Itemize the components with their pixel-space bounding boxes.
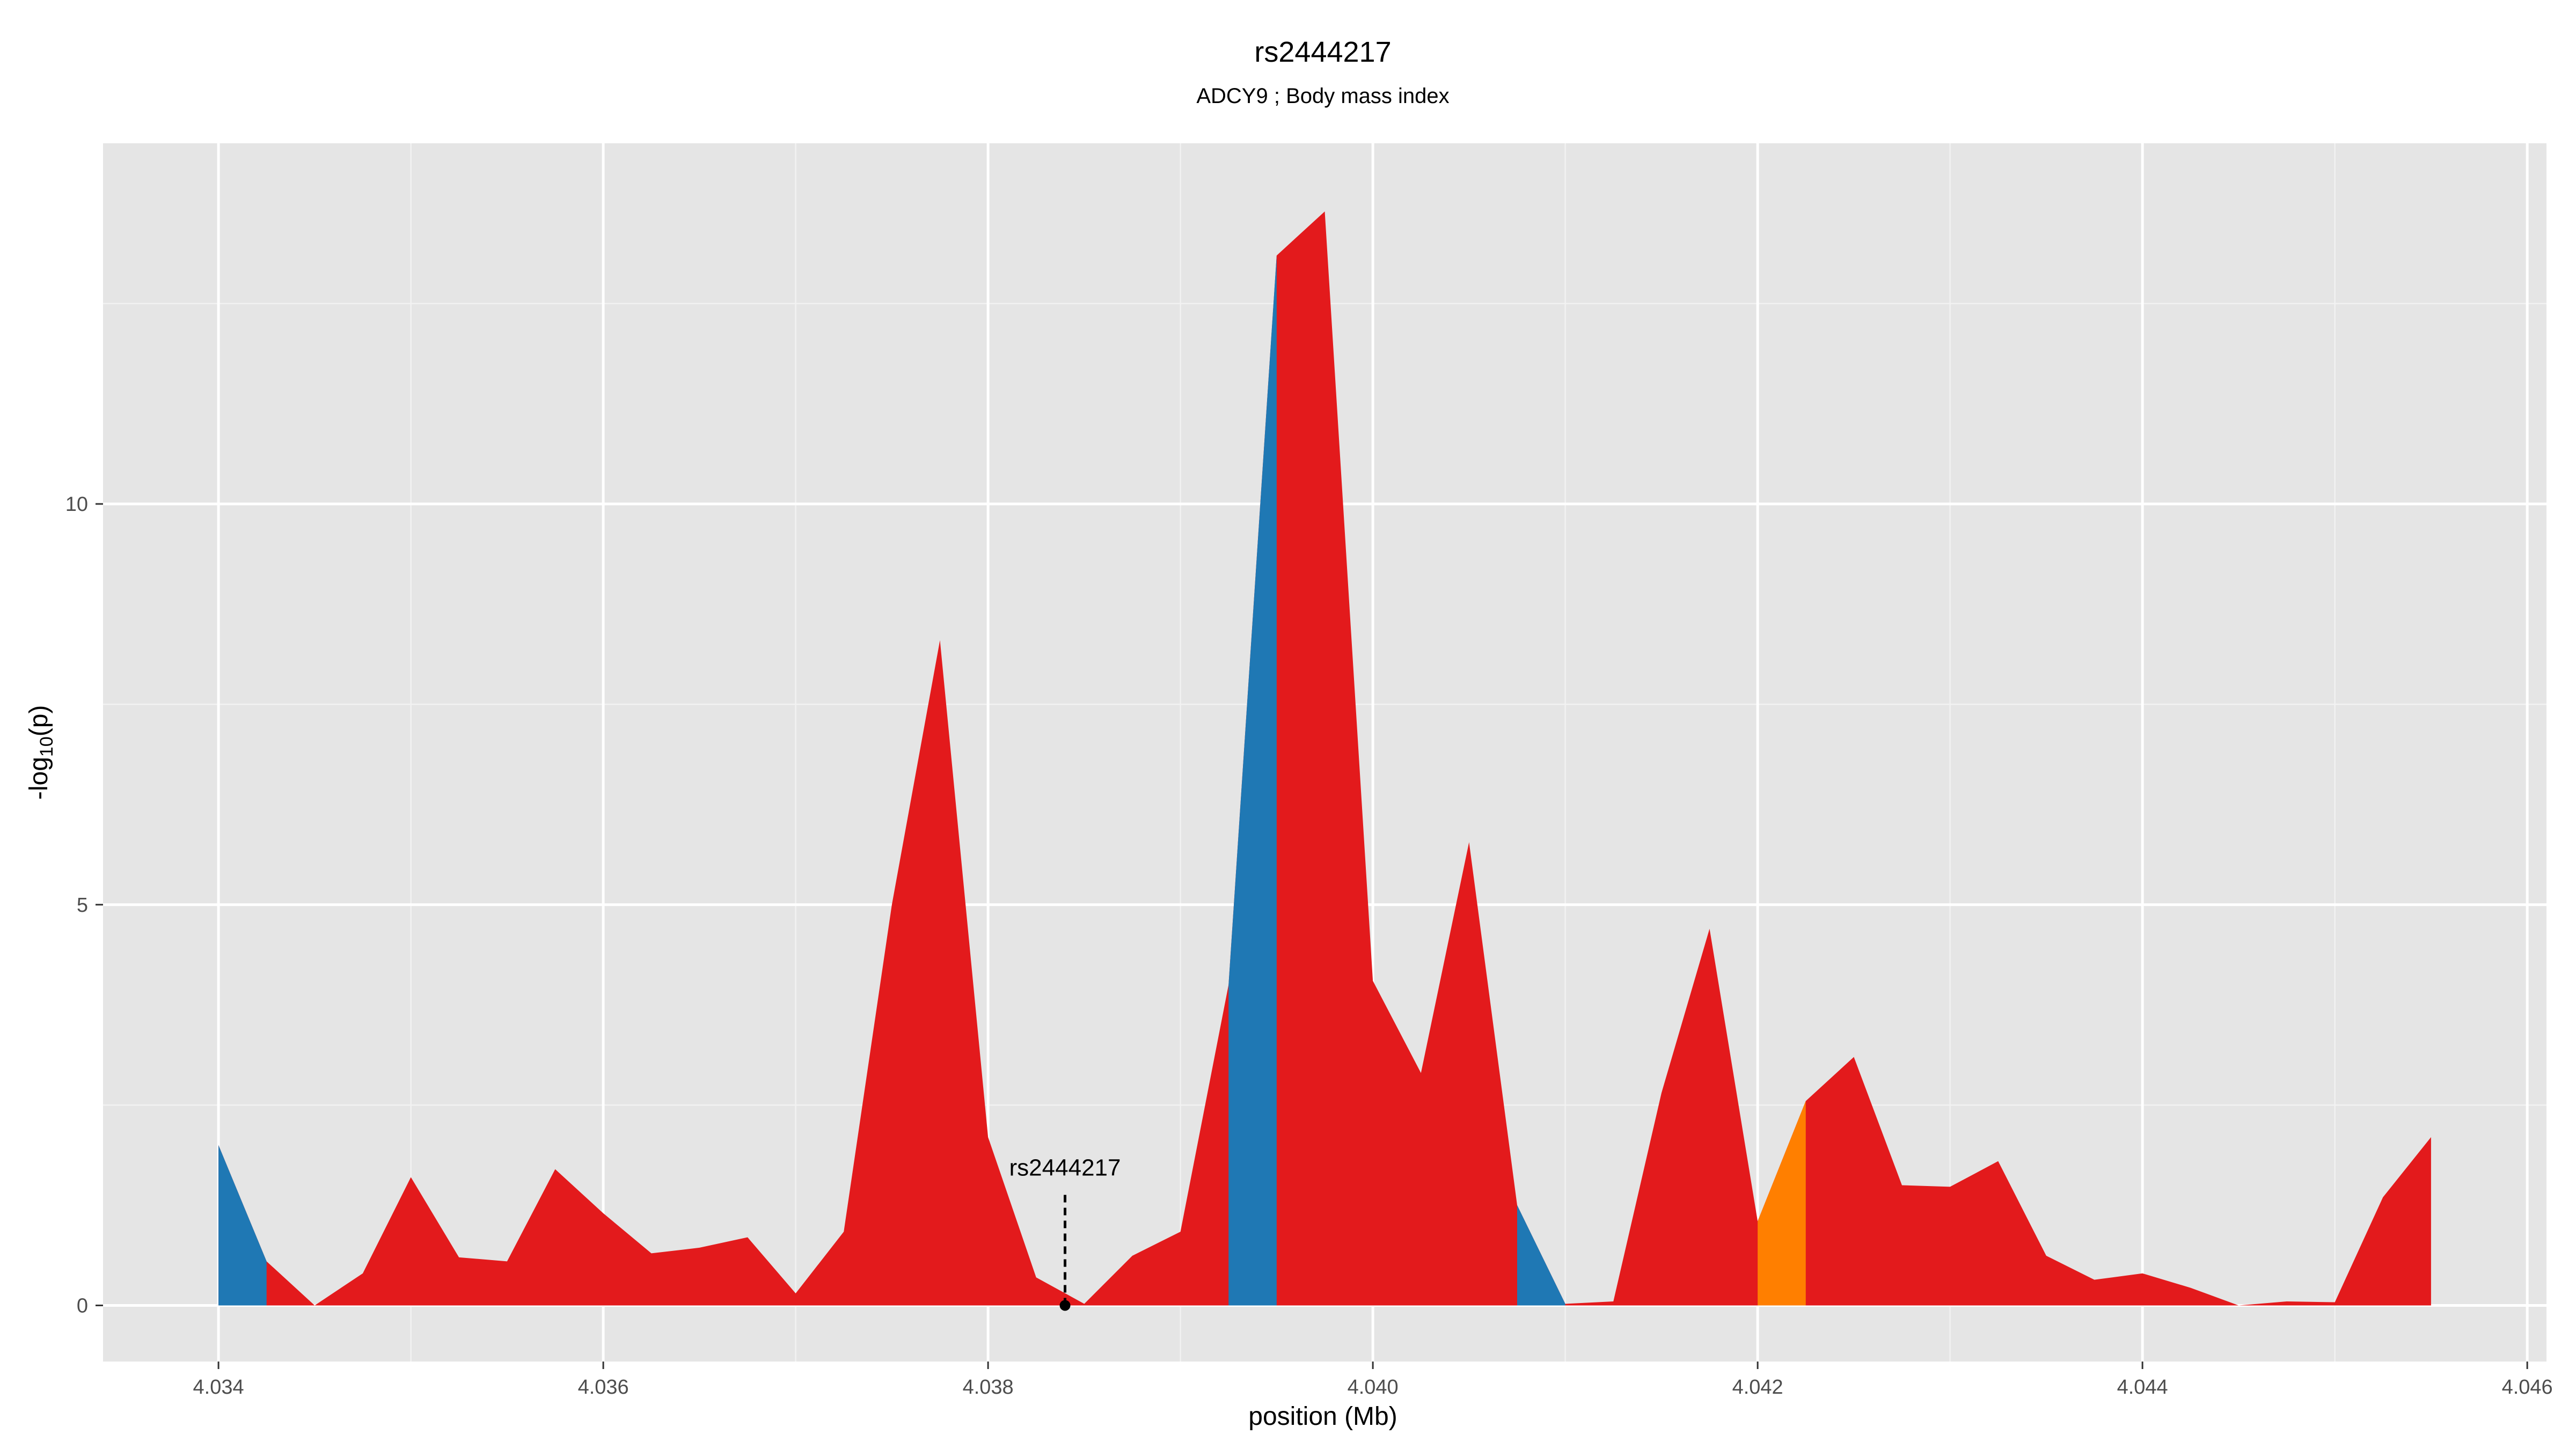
area-segment-1-2: [1517, 1205, 1565, 1306]
y-axis-title: -log10(p): [25, 705, 57, 800]
y-axis-title-tail: (p): [25, 705, 53, 737]
x-tick-label-6: 4.046: [2502, 1376, 2553, 1399]
y-axis: 0 5 10: [65, 493, 103, 1317]
annotation-point: [1059, 1300, 1071, 1311]
annotation-label: rs2444217: [1009, 1155, 1121, 1181]
x-axis: 4.034 4.036 4.038 4.040 4.042 4.044 4.046: [193, 1362, 2553, 1399]
x-tick-label-4: 4.042: [1732, 1376, 1783, 1399]
chart-subtitle: ADCY9 ; Body mass index: [1196, 84, 1449, 108]
chart-title: rs2444217: [1254, 36, 1391, 68]
area-series-main: [218, 211, 2431, 1306]
x-tick-label-3: 4.040: [1348, 1376, 1399, 1399]
x-tick-label-2: 4.038: [963, 1376, 1014, 1399]
x-axis-title: position (Mb): [1248, 1402, 1397, 1431]
y-tick-label-0: 0: [77, 1294, 88, 1317]
y-tick-label-2: 10: [65, 493, 88, 516]
data-areas: [218, 211, 2431, 1306]
snp-annotation: rs2444217: [1009, 1155, 1121, 1311]
area-segment-1-0: [218, 1145, 267, 1306]
x-tick-label-5: 4.044: [2117, 1376, 2168, 1399]
x-tick-label-0: 4.034: [193, 1376, 244, 1399]
y-axis-title-base: -log: [25, 757, 53, 800]
y-tick-label-1: 5: [77, 894, 88, 917]
x-tick-label-1: 4.036: [578, 1376, 629, 1399]
area-segment-2-0: [1758, 1101, 1806, 1306]
area-segment-1-1: [1228, 255, 1277, 1306]
y-axis-title-subscript: 10: [36, 736, 57, 757]
